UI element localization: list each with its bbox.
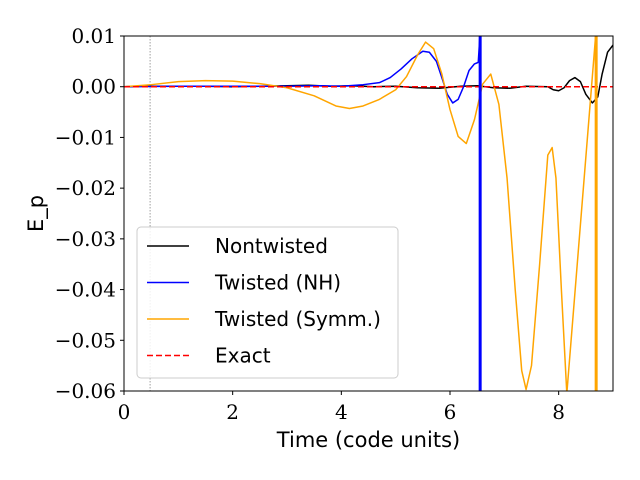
x-tick-label: 0 xyxy=(118,400,131,424)
y-tick-label: −0.01 xyxy=(55,125,116,149)
y-tick-label: −0.03 xyxy=(55,227,116,251)
legend-label-twisted-symm: Twisted (Symm.) xyxy=(214,307,381,331)
plot-frame xyxy=(123,35,614,392)
x-tick-label: 6 xyxy=(444,400,457,424)
y-axis-label: E_p xyxy=(24,195,49,232)
series-line-twisted-symm xyxy=(124,36,597,391)
x-tick-label: 4 xyxy=(335,400,348,424)
legend: Nontwisted Twisted (NH) Twisted (Symm.) Exa… xyxy=(136,226,399,379)
y-tick-label: −0.02 xyxy=(55,176,116,200)
series-line-twisted-nh xyxy=(124,36,481,391)
legend-label-nontwisted: Nontwisted xyxy=(215,234,328,258)
plot-area xyxy=(124,36,613,391)
x-tick-label: 2 xyxy=(226,400,239,424)
legend-box xyxy=(136,226,399,379)
x-axis-label: Time (code units) xyxy=(276,428,460,452)
legend-label-exact: Exact xyxy=(215,344,271,368)
y-tick-label: −0.05 xyxy=(55,328,116,352)
y-axis: 0.01 0.00 −0.01 −0.02 −0.03 −0.04 −0.05 −0.06 xyxy=(55,24,124,403)
legend-label-twisted-nh: Twisted (NH) xyxy=(214,271,341,295)
x-axis: 0 2 4 6 8 xyxy=(118,391,565,424)
y-tick-label: 0.01 xyxy=(71,24,116,48)
y-tick-label: −0.04 xyxy=(55,278,116,302)
y-tick-label: 0.00 xyxy=(71,75,116,99)
y-tick-label: −0.06 xyxy=(55,379,116,403)
x-tick-label: 8 xyxy=(552,400,565,424)
